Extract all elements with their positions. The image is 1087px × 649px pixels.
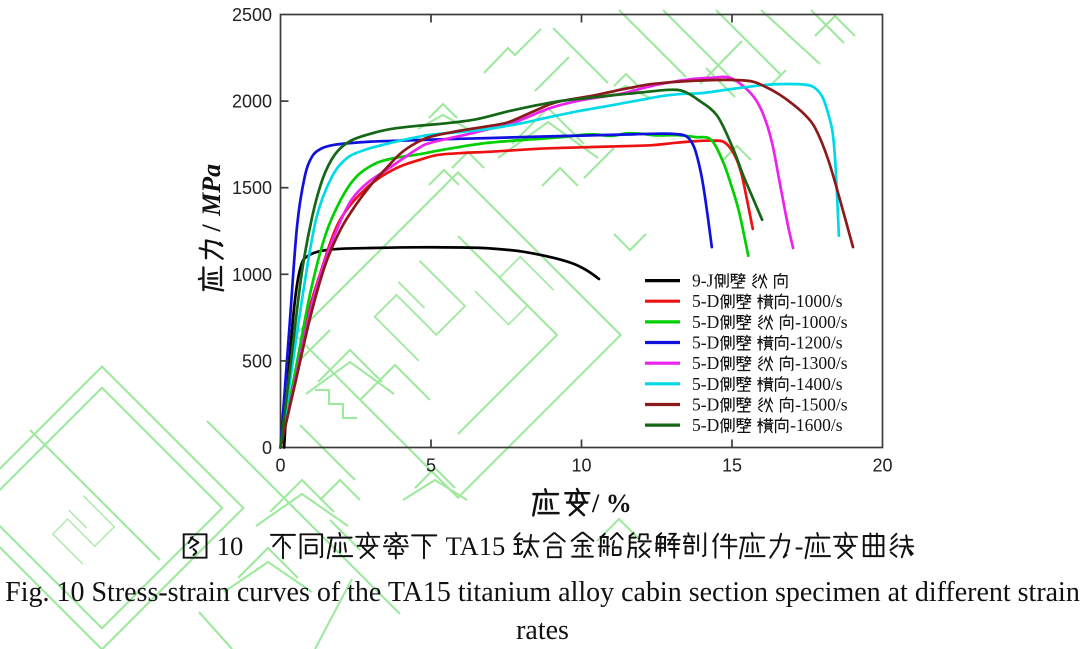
- svg-text:-: -: [795, 531, 804, 561]
- svg-text:MPa: MPa: [197, 164, 226, 217]
- svg-text:-1400/s: -1400/s: [790, 374, 843, 394]
- svg-text:5-D: 5-D: [692, 333, 719, 353]
- svg-text:-1300/s: -1300/s: [795, 353, 848, 373]
- svg-text:0: 0: [275, 456, 285, 476]
- svg-text:10: 10: [217, 531, 244, 561]
- svg-text:-1600/s: -1600/s: [790, 415, 843, 435]
- svg-text:15: 15: [722, 456, 742, 476]
- svg-text:1000: 1000: [232, 265, 272, 285]
- svg-text:2000: 2000: [232, 92, 272, 112]
- svg-text:TA15: TA15: [446, 531, 506, 561]
- svg-text:-1500/s: -1500/s: [795, 395, 848, 415]
- svg-text:5-D: 5-D: [692, 353, 719, 373]
- svg-text:10: 10: [571, 456, 591, 476]
- svg-text:500: 500: [242, 351, 272, 371]
- svg-text:/ %: / %: [591, 489, 632, 518]
- svg-text:0: 0: [262, 438, 272, 458]
- svg-text:5: 5: [426, 456, 436, 476]
- svg-text:-1200/s: -1200/s: [790, 333, 843, 353]
- svg-text:5-D: 5-D: [692, 291, 719, 311]
- svg-text:5-D: 5-D: [692, 312, 719, 332]
- svg-text:9-J: 9-J: [692, 271, 714, 291]
- svg-text:5-D: 5-D: [692, 415, 719, 435]
- svg-text:/: /: [197, 224, 226, 233]
- svg-text:-1000/s: -1000/s: [795, 312, 848, 332]
- svg-text:1500: 1500: [232, 178, 272, 198]
- svg-text:5-D: 5-D: [692, 374, 719, 394]
- svg-text:2500: 2500: [232, 5, 272, 25]
- svg-text:-1000/s: -1000/s: [790, 291, 843, 311]
- svg-text:5-D: 5-D: [692, 395, 719, 415]
- svg-text:Fig. 10 Stress-strain curves o: Fig. 10 Stress-strain curves of the TA15…: [5, 577, 1080, 608]
- svg-text:20: 20: [872, 456, 892, 476]
- svg-text:rates: rates: [516, 615, 569, 646]
